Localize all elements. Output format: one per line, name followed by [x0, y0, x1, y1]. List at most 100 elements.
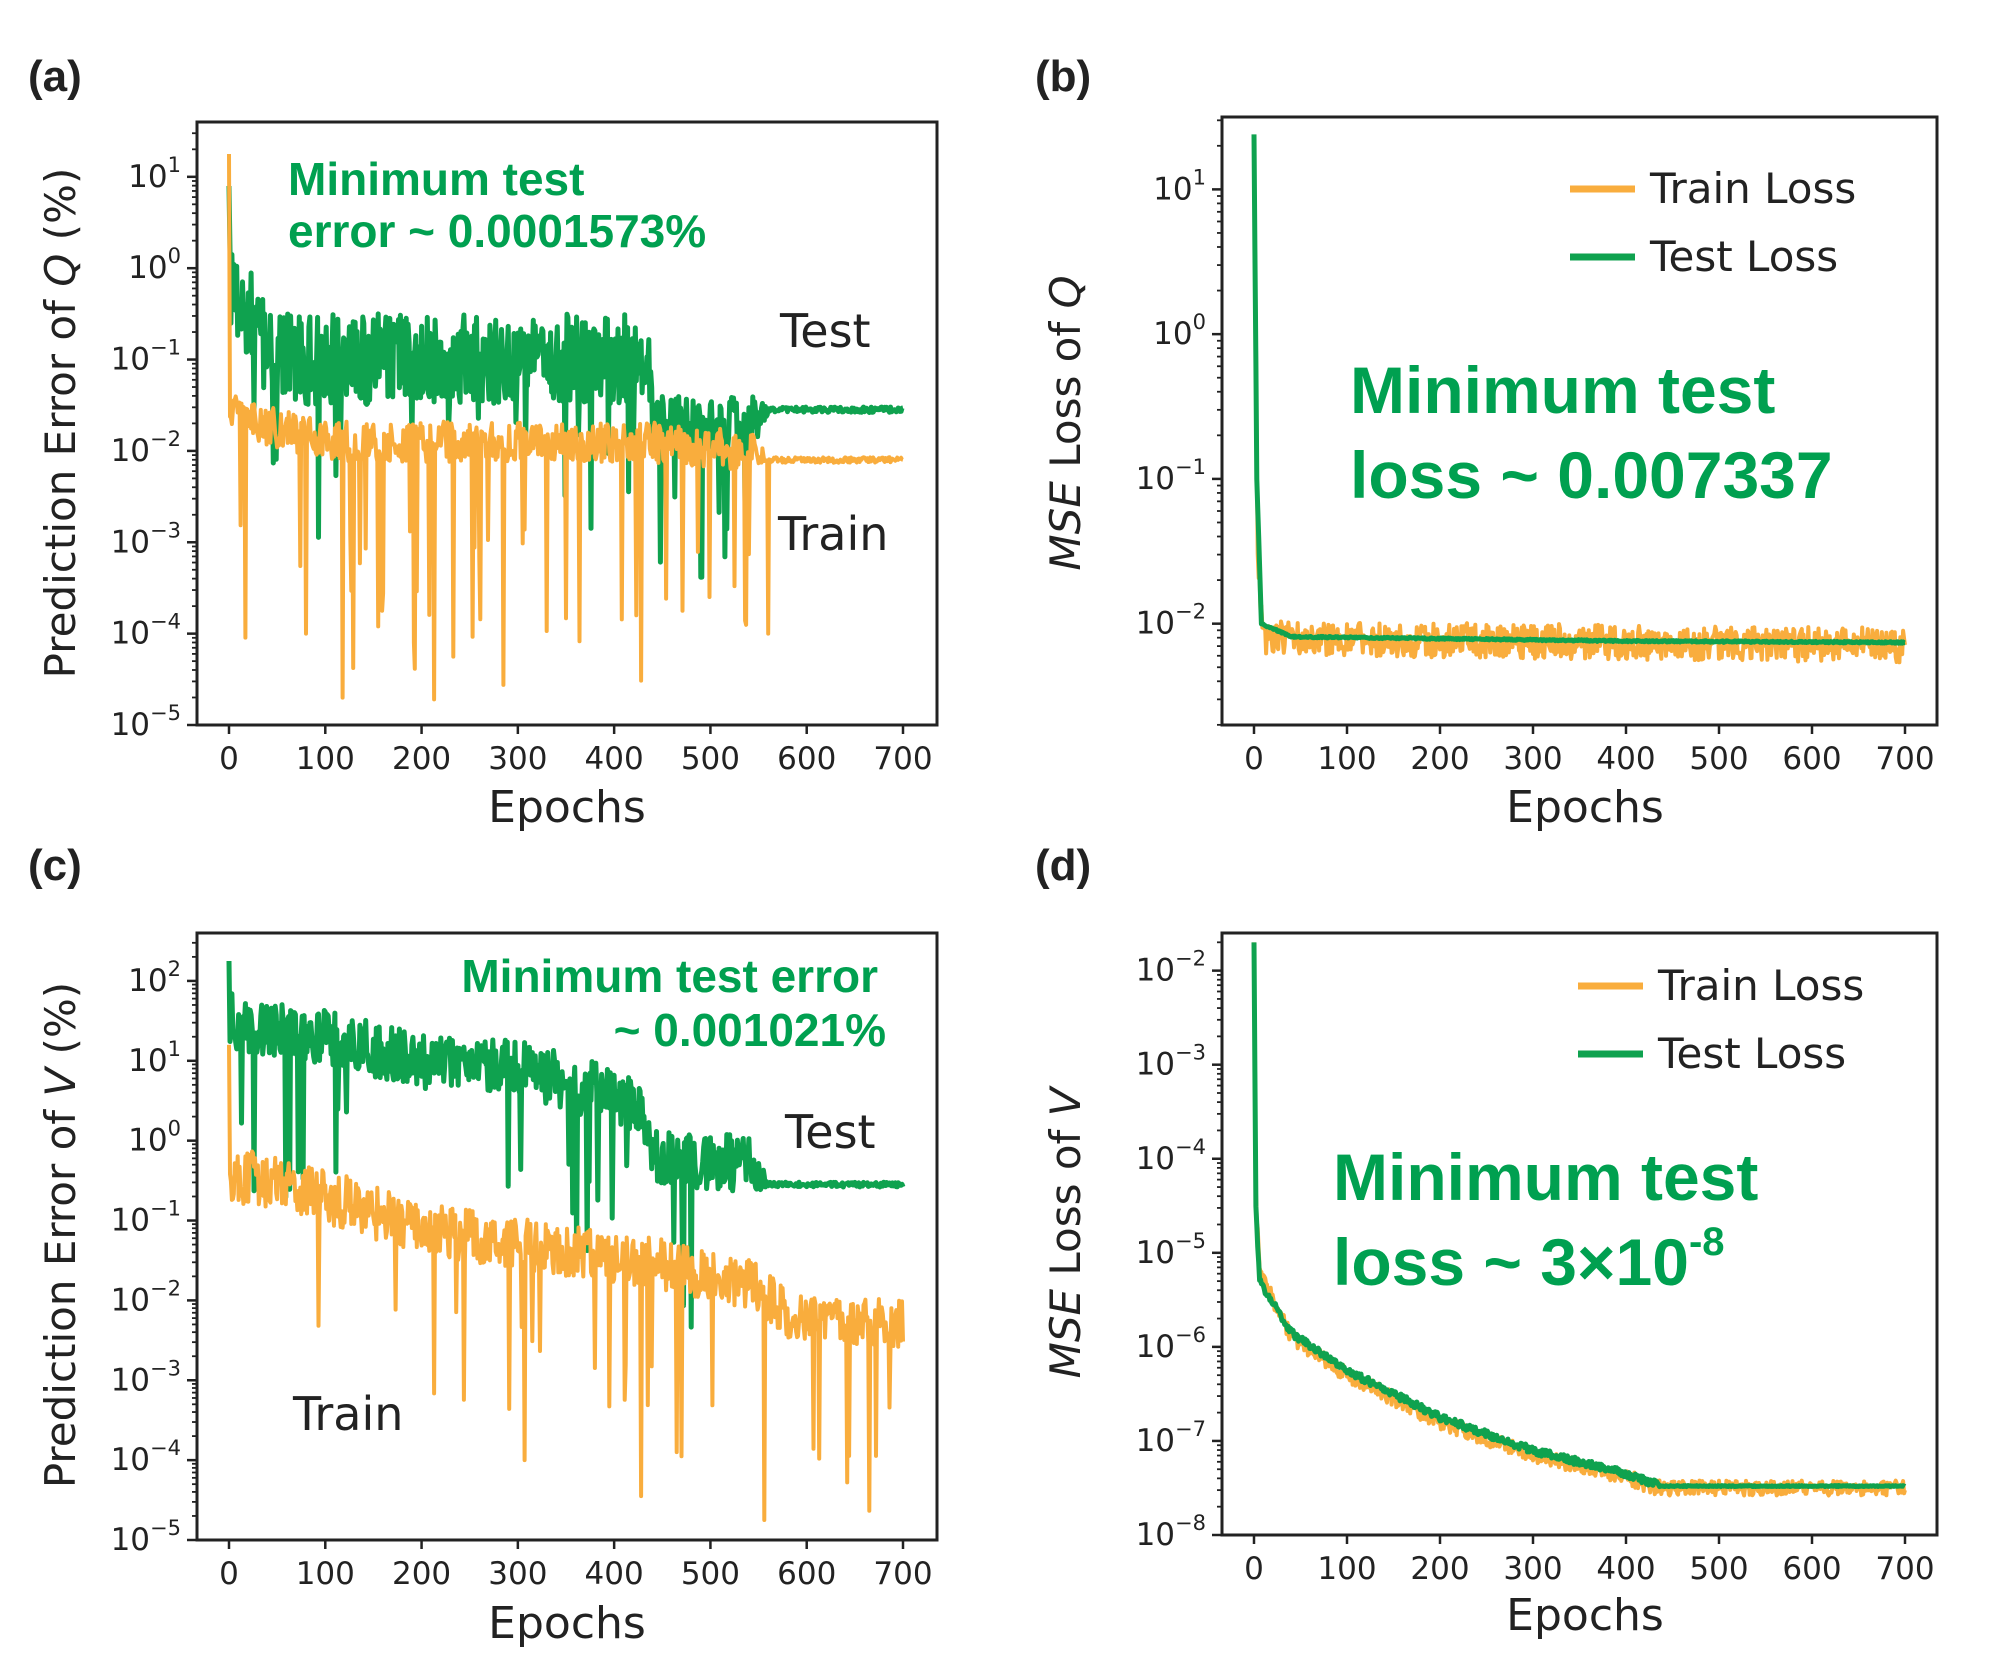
panel-c: (c) 0 100 200 300 400 500 600 700 10−510−410−31…	[28, 841, 939, 1649]
x-tick-label-a: 200	[392, 741, 451, 777]
annotation-line2-a: error ~ 0.0001573%	[288, 205, 706, 257]
x-tick-label-a: 100	[296, 741, 355, 777]
legend-test-label-d: Test Loss	[1657, 1029, 1846, 1078]
y-tick-label-a: 10−4	[111, 610, 181, 652]
x-tick-label-c: 300	[488, 1556, 547, 1592]
y-label-suffix-c: (%)	[36, 982, 85, 1068]
x-tick-label-c: 100	[296, 1556, 355, 1592]
y-tick-label-b: 10−2	[1136, 600, 1206, 642]
panel-a: (a) 0 100 200 300 400 500 600 700 10−510−410−31…	[28, 52, 939, 833]
y-tick-label-d: 10−2	[1136, 947, 1206, 989]
y-label-prefix-b: Loss of	[1041, 308, 1090, 481]
x-tick-label-a: 500	[681, 741, 740, 777]
y-label-italic-b: MSE	[1041, 481, 1090, 571]
series-layer-c	[226, 960, 906, 1522]
y-tick-label-a: 101	[128, 153, 181, 195]
train-series-line-c	[227, 1044, 905, 1522]
y-label-var-d: V	[1041, 1084, 1090, 1116]
series-layer-d	[1251, 942, 1907, 1498]
y-axis-label-c: Prediction Error of V (%)	[36, 982, 85, 1488]
x-tick-label-a: 400	[585, 741, 644, 777]
legend-train-label-b: Train Loss	[1649, 164, 1856, 213]
annotation-line1-b: Minimum test	[1350, 353, 1775, 427]
x-tick-label-b: 100	[1317, 741, 1376, 777]
y-label-var-b: Q	[1041, 275, 1090, 308]
y-label-var-a: Q	[36, 254, 85, 287]
annotation-line2-sup-d: -8	[1689, 1220, 1725, 1264]
y-tick-label-d: 10−5	[1136, 1229, 1206, 1271]
x-tick-label-c: 500	[681, 1556, 740, 1592]
y-label-italic-d: MSE	[1041, 1289, 1090, 1379]
x-axis-label-d: Epochs	[1506, 1590, 1664, 1641]
panel-d: (d) 0 100 200 300 400 500 600 700 10−810−710−61…	[1035, 841, 1939, 1641]
y-ticks-a: 10−5 10−4 10−3 10−2 10−1 100 101	[111, 132, 197, 743]
test-label-c: Test	[784, 1105, 876, 1159]
x-ticks-a: 0 100 200 300 400 500 600 700	[219, 725, 933, 777]
x-tick-label-c: 700	[873, 1556, 932, 1592]
annotation-line2-c: ~ 0.001021%	[614, 1004, 886, 1056]
x-ticks-d: 0 100 200 300 400 500 600 700	[1244, 1535, 1935, 1587]
annotation-line1-c: Minimum test error	[461, 950, 878, 1002]
x-tick-label-d: 200	[1410, 1551, 1469, 1587]
y-tick-label-d: 10−6	[1136, 1323, 1206, 1365]
x-tick-label-d: 500	[1689, 1551, 1748, 1587]
x-axis-label-c: Epochs	[488, 1598, 646, 1649]
y-tick-label-a: 100	[128, 244, 181, 286]
y-label-var-c: V	[36, 1065, 85, 1097]
y-tick-label-c: 10−1	[111, 1197, 181, 1239]
y-tick-label-c: 101	[128, 1037, 181, 1079]
y-tick-label-d: 10−4	[1136, 1135, 1206, 1177]
y-label-prefix-a: Prediction Error of	[36, 287, 85, 679]
train-label-c: Train	[292, 1387, 403, 1441]
x-tick-label-b: 500	[1689, 741, 1748, 777]
x-tick-label-c: 200	[392, 1556, 451, 1592]
x-tick-label-a: 600	[777, 741, 836, 777]
x-tick-label-d: 300	[1503, 1551, 1562, 1587]
legend-test-label-b: Test Loss	[1649, 232, 1838, 281]
x-tick-label-d: 400	[1596, 1551, 1655, 1587]
panel-label-c: (c)	[28, 841, 82, 890]
train-label-a: Train	[777, 507, 888, 561]
y-axis-label-a: Prediction Error of Q (%)	[36, 168, 85, 679]
x-tick-label-a: 0	[219, 741, 239, 777]
y-tick-label-c: 10−4	[111, 1436, 181, 1478]
y-label-prefix-c: Prediction Error of	[36, 1097, 85, 1489]
test-series-line-b	[1251, 134, 1907, 646]
x-tick-label-b: 400	[1596, 741, 1655, 777]
y-tick-label-c: 10−2	[111, 1276, 181, 1318]
test-label-a: Test	[779, 304, 871, 358]
x-tick-label-c: 400	[585, 1556, 644, 1592]
test-series-line-c	[226, 960, 906, 1330]
plot-frame-b	[1220, 115, 1939, 727]
plot-frame-c	[195, 931, 939, 1542]
train-series-line-b	[1252, 138, 1907, 665]
annotation-line1-a: Minimum test	[288, 153, 584, 205]
annotation-line2-b: loss ~ 0.007337	[1350, 438, 1833, 512]
x-ticks-c: 0 100 200 300 400 500 600 700	[219, 1540, 933, 1592]
train-series-line-d	[1252, 942, 1907, 1498]
x-axis-label-a: Epochs	[488, 782, 646, 833]
y-tick-label-b: 100	[1153, 310, 1206, 352]
x-tick-label-d: 100	[1317, 1551, 1376, 1587]
x-tick-label-a: 300	[488, 741, 547, 777]
panel-label-b: (b)	[1035, 52, 1091, 101]
y-tick-label-c: 102	[128, 957, 181, 999]
y-tick-label-b: 101	[1153, 165, 1206, 207]
x-tick-label-b: 600	[1782, 741, 1841, 777]
y-tick-label-a: 10−2	[111, 427, 181, 469]
y-tick-label-d: 10−3	[1136, 1041, 1206, 1083]
x-tick-label-c: 600	[777, 1556, 836, 1592]
y-tick-label-a: 10−3	[111, 518, 181, 560]
y-tick-label-c: 10−5	[111, 1516, 181, 1558]
y-axis-label-b: MSE Loss of Q	[1041, 275, 1090, 570]
test-series-line-d	[1251, 942, 1907, 1490]
x-axis-label-b: Epochs	[1506, 782, 1664, 833]
y-tick-label-c: 100	[128, 1117, 181, 1159]
y-ticks-d: 10−8 10−7 10−6 10−5 10−4 10−3 10−2	[1136, 941, 1222, 1553]
y-label-prefix-d: Loss of	[1041, 1116, 1090, 1289]
x-tick-label-b: 0	[1244, 741, 1264, 777]
x-tick-label-c: 0	[219, 1556, 239, 1592]
x-tick-label-d: 600	[1782, 1551, 1841, 1587]
x-tick-label-b: 700	[1875, 741, 1934, 777]
